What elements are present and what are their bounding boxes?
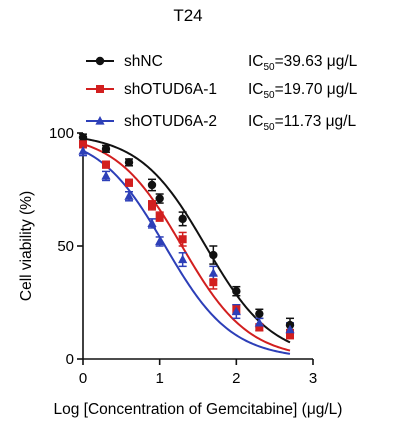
x-tick-label: 0 (79, 370, 87, 387)
x-axis-label: Log [Concentration of Gemcitabine] (μg/L… (54, 401, 343, 418)
data-point (208, 268, 218, 277)
data-point (178, 214, 187, 224)
legend-ic50: IC50=19.70 μg/L (248, 81, 358, 101)
data-point (95, 56, 105, 66)
data-point (96, 85, 104, 93)
data-point (79, 140, 87, 149)
ticks: 0 1 2 3 0 50 100 (49, 125, 317, 387)
data-point (95, 116, 105, 125)
fit-curve (82, 149, 291, 355)
fit-curve (82, 143, 291, 352)
data-point (147, 180, 157, 190)
data-points (78, 133, 295, 339)
data-point (255, 323, 264, 332)
data-point (147, 218, 157, 227)
data-point (155, 236, 165, 246)
data-point (178, 235, 187, 244)
data-point (232, 287, 241, 296)
legend-ic50: IC50=11.73 μg/L (248, 113, 356, 133)
data-point (101, 144, 111, 154)
data-point (124, 191, 134, 200)
data-point (155, 212, 164, 221)
axes (82, 133, 313, 360)
legend-label: shNC (124, 53, 163, 70)
data-point (209, 250, 218, 260)
y-tick-label: 50 (57, 238, 74, 255)
data-point (101, 170, 111, 180)
data-point (102, 160, 110, 169)
data-point (255, 309, 264, 318)
data-point (254, 317, 264, 327)
data-point (155, 194, 164, 203)
data-point (124, 158, 134, 167)
y-tick-label: 0 (66, 351, 74, 368)
x-tick-label: 2 (232, 370, 240, 387)
legend-ic50: IC50=39.63 μg/L (248, 53, 358, 73)
data-point (209, 278, 218, 287)
legend: shNC IC50=39.63 μg/L shOTUD6A-1 IC50=19.70 … (86, 53, 358, 133)
data-point (125, 178, 133, 187)
data-point (285, 324, 295, 334)
legend-label: shOTUD6A-2 (124, 113, 217, 130)
y-axis-label: Cell viability (%) (18, 191, 35, 301)
data-point (148, 201, 156, 210)
x-tick-label: 3 (309, 370, 317, 387)
data-point (78, 146, 88, 155)
chart-title: T24 (173, 6, 202, 25)
y-tick-label: 100 (49, 125, 74, 142)
data-point (78, 133, 88, 142)
data-point (286, 330, 294, 339)
legend-label: shOTUD6A-1 (124, 81, 217, 98)
x-tick-label: 1 (155, 370, 163, 387)
data-point (178, 254, 188, 264)
data-point (231, 306, 241, 316)
